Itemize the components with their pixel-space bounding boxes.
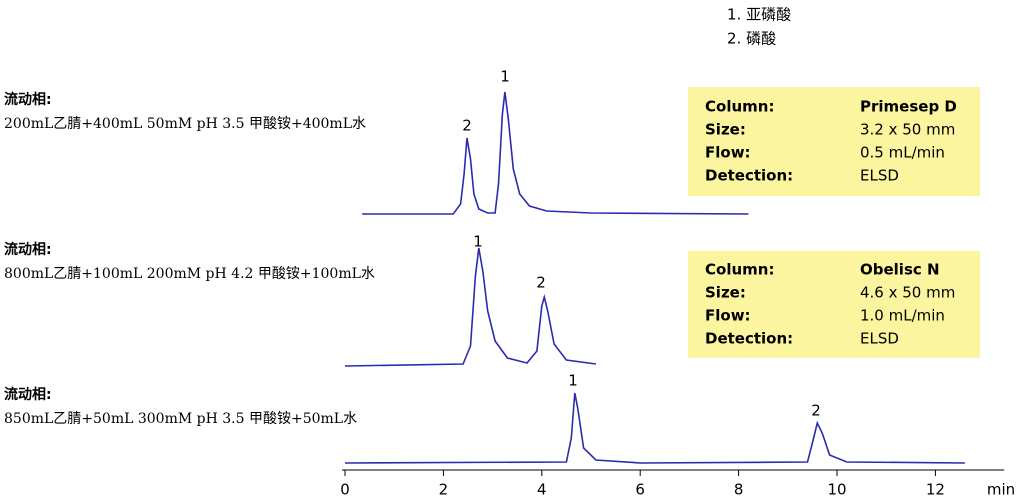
info-value: ELSD	[860, 330, 899, 348]
mobile-phase-label: 流动相:	[4, 241, 52, 258]
info-key: Size:	[705, 284, 746, 302]
peak-label: 1	[500, 68, 510, 86]
mobile-phase: 850mL乙腈+50mL 300mM pH 3.5 甲酸铵+50mL水	[4, 411, 357, 427]
info-value: Primesep D	[860, 98, 957, 116]
info-value: 4.6 x 50 mm	[860, 284, 955, 302]
x-tick-label: 4	[537, 481, 547, 499]
peak-label: 2	[811, 402, 821, 420]
info-box-2: Column: Obelisc N Size: 4.6 x 50 mm Flow: 1.0…	[688, 251, 980, 358]
peak-label: 1	[568, 372, 578, 390]
trace	[362, 91, 749, 215]
peak-label: 2	[536, 274, 546, 292]
legend-entry: 2. 磷酸	[727, 30, 776, 48]
trace	[344, 247, 597, 367]
mobile-phase: 200mL乙腈+400mL 50mM pH 3.5 甲酸铵+400mL水	[4, 116, 366, 132]
info-key: Flow:	[705, 144, 751, 162]
x-tick-label: 8	[734, 481, 744, 499]
info-key: Column:	[705, 261, 774, 279]
info-box-1: Column: Primesep D Size: 3.2 x 50 mm Flow: 0.…	[688, 87, 980, 196]
info-value: 3.2 x 50 mm	[860, 121, 955, 139]
x-tick-label: 6	[635, 481, 645, 499]
x-axis-label: min	[987, 481, 1015, 499]
peak-label: 2	[462, 117, 472, 135]
info-box-bg	[688, 87, 980, 196]
info-value: 1.0 mL/min	[860, 307, 945, 325]
trace	[344, 392, 965, 464]
info-box-bg	[688, 251, 980, 358]
info-key: Flow:	[705, 307, 751, 325]
info-value: 0.5 mL/min	[860, 144, 945, 162]
legend-entry: 1. 亚磷酸	[727, 6, 791, 24]
info-value: Obelisc N	[860, 261, 940, 279]
info-key: Detection:	[705, 330, 793, 348]
x-tick-label: 0	[340, 481, 350, 499]
mobile-phase: 800mL乙腈+100mL 200mM pH 4.2 甲酸铵+100mL水	[4, 266, 375, 282]
mobile-phase-label: 流动相:	[4, 91, 52, 108]
info-key: Column:	[705, 98, 774, 116]
mobile-phase-label: 流动相:	[4, 386, 52, 403]
info-key: Detection:	[705, 167, 793, 185]
x-tick-label: 12	[926, 481, 945, 499]
x-tick-label: 2	[439, 481, 449, 499]
peak-label: 1	[473, 233, 483, 251]
x-tick-label: 10	[827, 481, 846, 499]
info-value: ELSD	[860, 167, 899, 185]
info-key: Size:	[705, 121, 746, 139]
